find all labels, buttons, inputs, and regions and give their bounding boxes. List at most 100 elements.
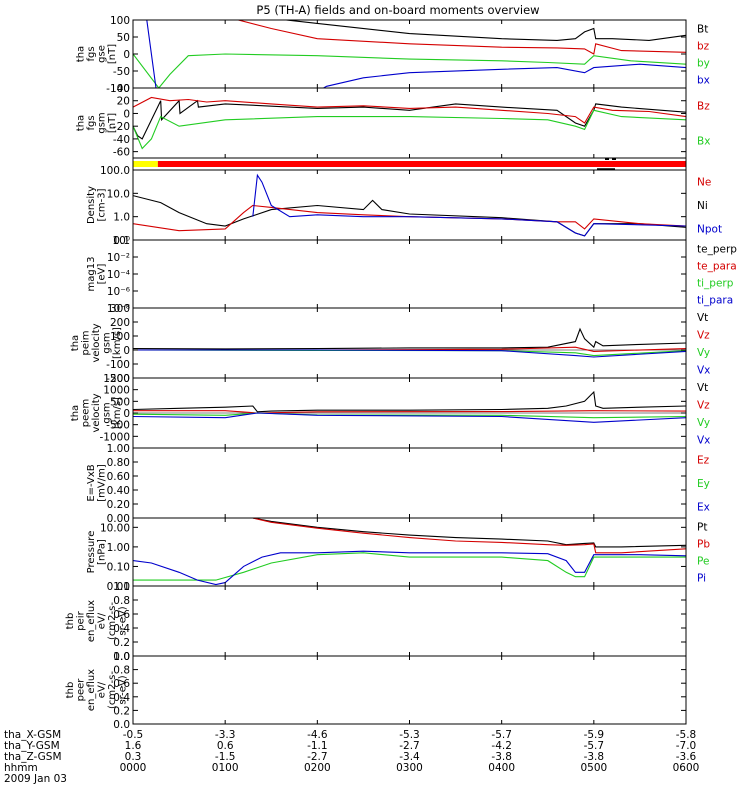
legend-te_para: te_para — [697, 261, 737, 273]
panel-density: 100.0 10.0 1.0 0.1 Density [cm-3] Ne Ni Npot — [86, 165, 722, 247]
ylabel-line: mag13 — [86, 257, 97, 292]
ytick-label: 50 — [117, 32, 130, 44]
ylabel-line: sr-eV) — [117, 675, 128, 704]
legend-Vy: Vy — [697, 417, 710, 429]
ytick-label: 0.2 — [113, 705, 130, 717]
footer-value: 1.6 — [125, 740, 142, 752]
ylabel-line: [cm-3] — [96, 188, 107, 221]
ytick-label: 10⁻⁸ — [107, 303, 130, 315]
series-group — [133, 390, 686, 423]
ytick-label: -20 — [113, 121, 130, 133]
legend-Ey: Ey — [697, 478, 710, 490]
footer-value: -0.5 — [123, 729, 144, 741]
mode-marker — [605, 158, 609, 160]
ylabel-line: tha — [70, 405, 81, 421]
footer-row-label: 2009 Jan 03 — [4, 773, 67, 785]
ylabel-line: eV/ — [96, 681, 107, 698]
series-group — [133, 20, 686, 88]
footer-value: 0500 — [580, 762, 607, 774]
panel-frame — [132, 585, 687, 657]
series-Vx — [133, 412, 686, 423]
ytick-label: 10.00 — [100, 522, 130, 534]
ylabel-line: thb — [65, 613, 76, 630]
footer-value: -2.7 — [307, 751, 328, 763]
ytick-label: 0 — [123, 108, 130, 120]
ylabel-line: E=-VxB — [86, 464, 97, 501]
legend-Vy: Vy — [697, 347, 710, 359]
ytick-label: 10⁻⁴ — [107, 269, 130, 281]
series-Vx — [133, 349, 686, 358]
mode-bar-segment-1 — [157, 161, 686, 167]
footer-value: -3.8 — [584, 751, 605, 763]
footer-value: -3.8 — [491, 751, 512, 763]
footer-value: -5.7 — [491, 729, 512, 741]
legend-Vt: Vt — [697, 382, 708, 394]
ylabel-line: tha — [75, 115, 86, 131]
ytick-label: 0.10 — [107, 561, 130, 573]
ylabel-line: Density — [86, 186, 97, 224]
ytick-label: -40 — [113, 134, 130, 146]
legend-by: by — [697, 58, 710, 70]
footer-value: -5.9 — [584, 729, 605, 741]
footer-value: 0300 — [396, 762, 423, 774]
ylabel-line: tha — [75, 46, 86, 62]
series-Vt — [133, 327, 686, 350]
ytick-label: -500 — [106, 420, 130, 432]
ytick-label: 0.6 — [113, 678, 130, 690]
footer-value: 0600 — [673, 762, 700, 774]
footer-row-label: hhmm — [4, 762, 38, 774]
legend-Bt: Bt — [697, 24, 708, 36]
series-Vt — [133, 390, 686, 413]
ylabel-line: [eV] — [96, 264, 107, 285]
ytick-label: 0 — [123, 408, 130, 420]
ytick-label: 20 — [117, 96, 130, 108]
ytick-label: 0.0 — [113, 651, 130, 663]
ytick-label: -50 — [113, 66, 130, 78]
legend-ti_perp: ti_perp — [697, 278, 734, 290]
panel-fgs_gse: 100 50 0 -50 -100 tha fgs gse [nT] Bt bz by bx — [75, 15, 710, 95]
footer-value: -3.4 — [399, 751, 420, 763]
series-group — [133, 173, 686, 237]
legend-Vx: Vx — [697, 364, 710, 376]
footer-row-label: tha_Y-GSM — [4, 740, 60, 752]
legend-Pt: Pt — [697, 522, 707, 534]
panel-frame — [132, 87, 687, 159]
ylabel-line: gsm — [102, 402, 113, 423]
ytick-label: 1.00 — [107, 443, 130, 455]
ytick-label: 0.20 — [107, 499, 130, 511]
ytick-label: 0.4 — [113, 623, 130, 635]
ytick-label: 10.0 — [107, 188, 130, 200]
ytick-label: 1.0 — [113, 212, 130, 224]
ylabel-line: velocity — [91, 323, 102, 362]
footer-value: -1.1 — [307, 740, 328, 752]
ylabel-line: fgs — [86, 115, 97, 130]
ylabel-line: thb — [65, 682, 76, 699]
ylabel-line: peem — [81, 399, 92, 427]
ylabel-line: [nT] — [107, 113, 118, 133]
ytick-label: 300 — [110, 303, 130, 315]
ytick-label: -60 — [113, 147, 130, 159]
legend-Ez: Ez — [697, 455, 710, 467]
footer-row-label: tha_X-GSM — [4, 729, 61, 741]
footer-value: 0.6 — [217, 740, 234, 752]
panel-thb_peir: 1.0 0.8 0.6 0.4 0.2 0.0 thb peir en_eflux eV/(cm2… — [65, 581, 687, 663]
ylabel-line: [nT] — [107, 44, 118, 64]
legend-Ne: Ne — [697, 177, 711, 189]
legend-Pe: Pe — [697, 556, 709, 568]
panel-pressure: 10.00 1.00 0.10 0.01 Pressure [nPa] Pt Pb Pe Pi — [86, 517, 710, 593]
series-Ne — [133, 204, 686, 232]
footer-value: -1.5 — [215, 751, 236, 763]
mode-bar-segment-0 — [133, 161, 158, 167]
footer-value: -3.6 — [676, 751, 697, 763]
ylabel-line: sr-eV) — [117, 606, 128, 635]
series-Bx — [133, 109, 686, 150]
ylabel-line: peir — [75, 610, 86, 630]
legend-Vx: Vx — [697, 434, 710, 446]
ylabel-line: tha — [70, 335, 81, 351]
ytick-label: -200 — [106, 373, 130, 385]
mode-marker — [612, 158, 616, 160]
legend-Pb: Pb — [697, 539, 710, 551]
panel-frame — [132, 655, 687, 725]
